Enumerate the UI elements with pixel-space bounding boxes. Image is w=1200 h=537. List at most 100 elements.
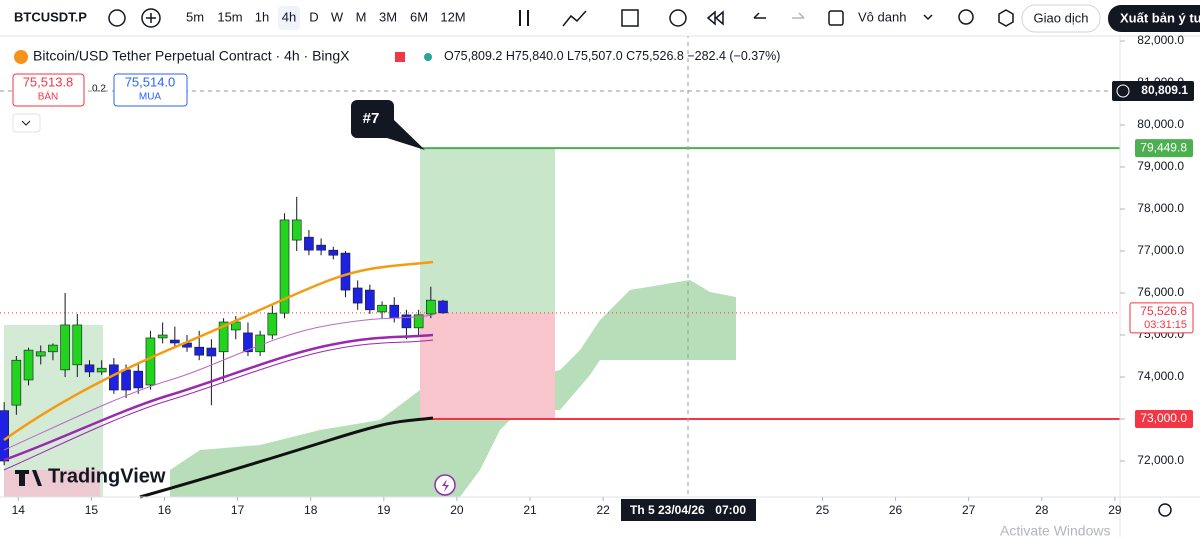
spread: 0.2 [92,84,106,95]
market-status [424,53,432,61]
layout-icon[interactable] [828,10,844,26]
sell-box[interactable] [12,73,85,107]
x-tick-label: 18 [304,503,318,517]
x-tick-label: 22 [596,503,610,517]
collapse-chevron [21,120,31,126]
candle-body [267,312,278,336]
ohlc: O75,809.2 H75,840.0 L75,507.0 C75,526.8 … [444,49,780,63]
replay-icon[interactable] [706,10,724,26]
low: L75,507.0 [567,49,623,63]
candle-body [194,346,204,356]
candle-body [365,289,375,311]
os-notice: Activate Windows [1000,523,1110,537]
redo[interactable] [792,12,805,19]
high: H75,840.0 [506,49,564,63]
callout [351,100,425,150]
undo[interactable] [753,12,766,19]
countdown: 03:31:15 [1144,319,1187,331]
y-tick-label: 82,000.0 [1137,33,1184,47]
indicators-icon[interactable] [562,10,587,27]
candle-body [304,236,314,251]
interval[interactable]: 6M [410,9,428,24]
ema-line [3,260,434,442]
open: O75,809.2 [444,49,502,63]
chart-type-icon[interactable] [519,10,529,26]
change: −282.4 (−0.37%) [687,49,780,63]
x-tick-label: 21 [523,503,537,517]
interval[interactable]: D [309,9,318,24]
symbol[interactable]: BTCUSDT.P [14,9,87,24]
watermark-logo [15,470,42,486]
candle-body [0,410,9,462]
alert-icon[interactable] [108,9,126,27]
legend: Bitcoin/USD Tether Perpetual Contract · … [12,48,780,133]
lightning [442,479,449,492]
sell-price: 75,513.8 [23,74,74,89]
x-tick-label: 26 [889,503,903,517]
trade-label: Giao dịch [1034,10,1089,25]
crosshair-price: 80,809.1 [1141,83,1188,97]
axis-settings[interactable] [1158,503,1172,517]
y-tick-label: 77,000.0 [1137,243,1184,257]
publish-label: Xuất bản ý tư [1120,10,1200,25]
candle-body [352,287,363,304]
sell-label: BÁN [38,90,59,103]
interval[interactable]: 15m [217,9,242,24]
candle-body [279,219,290,314]
templates-icon[interactable] [621,9,639,27]
toolbar: BTCUSDT.P 5m 15m 1h 4h D W M 3M 6M 12M Vô danh Gi… [0,0,1200,37]
candle-body [328,249,339,256]
candle-body [11,359,22,406]
y-tick-label: 79,000.0 [1137,159,1184,173]
callout-text: #7 [363,110,380,127]
x-tick-label: 20 [450,503,464,517]
search-icon[interactable] [958,9,974,25]
candle-body [401,314,412,329]
candle-body [170,339,180,344]
x-tick-label: 15 [85,503,99,517]
interval[interactable]: W [331,9,344,24]
collapse-button[interactable] [12,113,41,133]
legend-title: Bitcoin/USD Tether Perpetual Contract · … [33,48,350,64]
last-price-bg [1129,302,1194,334]
band-upper [3,314,434,451]
settings-icon[interactable] [998,9,1014,27]
intervals: 5m 15m 1h 4h D W M 3M 6M 12M [186,9,466,24]
layout-chevron[interactable] [923,14,933,21]
interval[interactable]: 1h [255,9,269,24]
active-interval-bg [278,6,300,30]
candle-body [206,347,217,357]
candle-body [133,370,144,389]
crosshair-date: Th 5 23/04/26 [630,503,705,517]
candle-body [35,351,46,357]
buy-box[interactable] [113,73,188,107]
interval[interactable]: 12M [440,9,465,24]
alert-add-icon[interactable] [669,9,687,27]
sma-line [139,416,434,499]
crosshair-price-bg [1112,81,1194,102]
y-tick-label: 80,000.0 [1137,117,1184,131]
x-tick-label: 28 [1035,503,1049,517]
x-tick-label: 27 [962,503,976,517]
interval[interactable]: 3M [379,9,397,24]
y-tick-label: 78,000.0 [1137,201,1184,215]
x-tick-label: 19 [377,503,391,517]
candle-body [121,369,131,391]
compare-button[interactable] [141,8,161,28]
candle-body [340,252,351,291]
candle-body [48,344,58,353]
layout-name[interactable]: Vô danh [858,9,906,24]
candle-body [316,244,326,251]
y-tick-label: 76,000.0 [1137,285,1184,299]
publish-button[interactable] [1108,5,1200,32]
interval[interactable]: M [356,9,367,24]
candle-body [413,314,424,329]
candle-body [96,367,107,373]
flag[interactable] [395,52,405,62]
interval[interactable]: 4h [282,9,296,24]
trade-button[interactable] [1021,4,1101,33]
toolbar-bg [0,0,1200,36]
candle-body [389,304,400,319]
interval[interactable]: 5m [186,9,204,24]
